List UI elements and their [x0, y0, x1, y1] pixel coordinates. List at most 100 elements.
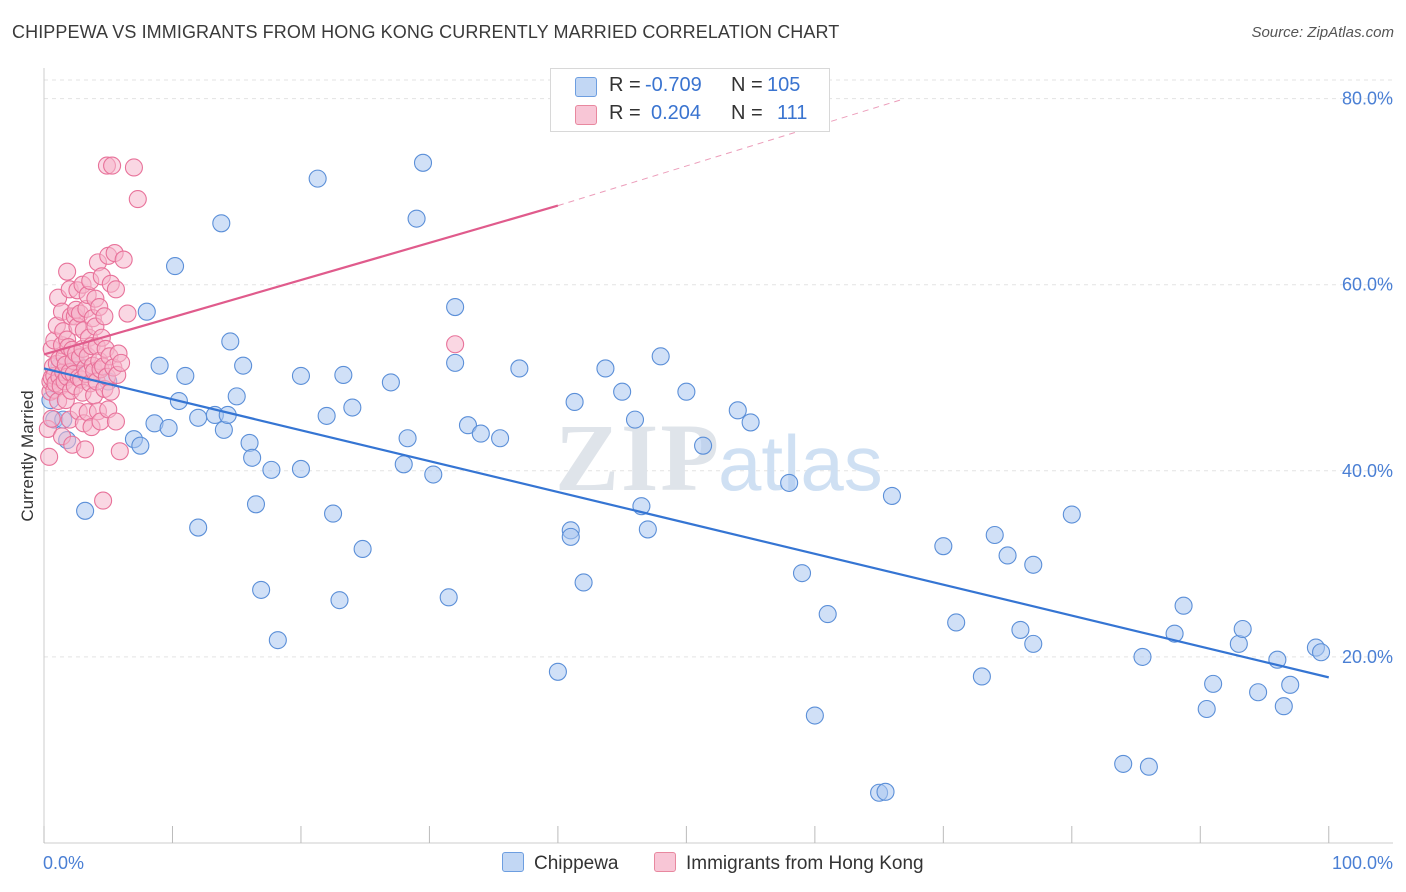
chippewa-point	[398, 429, 417, 448]
chippewa-point	[818, 605, 837, 624]
chippewa-point	[1139, 757, 1158, 776]
series-legend: Chippewa Immigrants from Hong Kong	[0, 852, 1406, 878]
chippewa-point	[159, 418, 178, 438]
chippewa-point	[510, 359, 529, 378]
chippewa-point	[694, 436, 713, 455]
hongkong-trend-extension	[557, 98, 905, 207]
chippewa-point	[998, 546, 1017, 565]
chippewa-point	[471, 424, 490, 443]
hongkong-point	[110, 442, 129, 461]
chippewa-point	[446, 297, 465, 317]
hongkong-point	[95, 307, 114, 326]
n-value-hongkong: 111	[777, 102, 808, 124]
chippewa-point	[458, 416, 478, 435]
chippewa-point	[262, 460, 281, 479]
chippewa-point	[221, 332, 240, 351]
chippewa-point	[985, 525, 1004, 545]
chippewa-point	[214, 420, 233, 439]
chippewa-point	[243, 448, 262, 467]
hongkong-point	[94, 491, 113, 510]
chippewa-point	[1197, 699, 1216, 719]
hongkong-point	[40, 447, 59, 466]
chippewa-point	[561, 527, 580, 546]
chippewa-point	[252, 580, 271, 599]
chippewa-point	[150, 356, 169, 375]
y-tick-label: 60.0%	[1342, 275, 1393, 295]
chippewa-point	[1274, 697, 1293, 716]
chippewa-point	[189, 408, 208, 427]
chippewa-point	[424, 465, 443, 484]
chippewa-legend-swatch	[502, 852, 524, 872]
tick-labels: 20.0% 40.0% 60.0% 80.0% 0.0% 100.0%	[43, 89, 1393, 873]
y-tick-label: 20.0%	[1342, 647, 1393, 667]
chippewa-point	[240, 433, 259, 452]
trend-lines	[43, 98, 1330, 679]
chippewa-point	[176, 366, 195, 385]
chippewa-trend-line	[43, 367, 1330, 679]
chippewa-point	[268, 631, 287, 650]
hongkong-point	[103, 156, 122, 175]
chippewa-point	[548, 662, 567, 681]
y-tick-label: 80.0%	[1342, 89, 1393, 109]
chippewa-point	[638, 520, 657, 539]
chippewa-point	[353, 539, 372, 559]
chippewa-point	[1165, 624, 1184, 643]
chippewa-point	[165, 257, 185, 276]
hongkong-point	[118, 304, 137, 323]
legend-item-hongkong[interactable]: Immigrants from Hong Kong	[654, 852, 924, 875]
chippewa-point	[1133, 647, 1152, 666]
hongkong-point	[58, 262, 77, 281]
chippewa-point	[212, 214, 231, 233]
hongkong-point	[76, 440, 95, 459]
chippewa-point	[394, 455, 413, 474]
chippewa-point	[439, 588, 458, 607]
n-value-chippewa: 105	[767, 74, 801, 96]
hongkong-point	[124, 158, 143, 177]
r-label: R =	[609, 74, 641, 96]
chippewa-point	[1024, 634, 1043, 653]
n-label: N =	[731, 74, 763, 96]
chippewa-point	[317, 406, 336, 425]
chippewa-point	[741, 413, 760, 432]
stats-row-hongkong: R = 0.204 N = 111	[551, 99, 829, 129]
axes	[43, 68, 1393, 844]
chippewa-point	[613, 382, 632, 401]
chippewa-point	[728, 401, 747, 420]
legend-label-hongkong: Immigrants from Hong Kong	[686, 853, 924, 874]
chippewa-point	[780, 473, 799, 492]
chart-title: CHIPPEWA VS IMMIGRANTS FROM HONG KONG CU…	[12, 22, 840, 42]
chippewa-point	[137, 302, 156, 321]
chippewa-point	[1249, 683, 1268, 702]
chippewa-swatch	[575, 77, 597, 97]
chippewa-point	[407, 209, 426, 228]
chippewa-point	[1204, 674, 1223, 693]
n-label: N =	[731, 102, 763, 124]
hongkong-point	[101, 382, 120, 401]
chippewa-point	[234, 356, 253, 375]
chippewa-point	[308, 169, 327, 188]
chippewa-point	[882, 486, 901, 505]
chippewa-point	[1312, 643, 1331, 662]
chippewa-point	[625, 410, 645, 429]
chippewa-point	[76, 501, 95, 520]
chippewa-point	[1114, 754, 1133, 773]
legend-label-chippewa: Chippewa	[534, 853, 619, 874]
chippewa-point	[1062, 505, 1081, 524]
chippewa-point	[291, 459, 311, 478]
chippewa-point	[381, 373, 400, 392]
x-tick-label: 0.0%	[43, 853, 84, 873]
chippewa-point	[574, 573, 593, 592]
chippewa-point	[876, 782, 895, 801]
stats-row-chippewa: R = -0.709 N = 105	[551, 71, 829, 101]
chippewa-point	[413, 153, 433, 172]
chippewa-point	[596, 359, 615, 378]
legend-item-chippewa[interactable]: Chippewa	[502, 852, 619, 875]
r-value-chippewa: -0.709	[645, 74, 702, 96]
hongkong-trend-line	[43, 204, 559, 356]
watermark-atlas: atlas	[718, 419, 883, 507]
chippewa-point	[677, 382, 696, 401]
hongkong-legend-swatch	[654, 852, 676, 872]
chippewa-point	[1233, 619, 1252, 639]
r-label: R =	[609, 102, 641, 124]
